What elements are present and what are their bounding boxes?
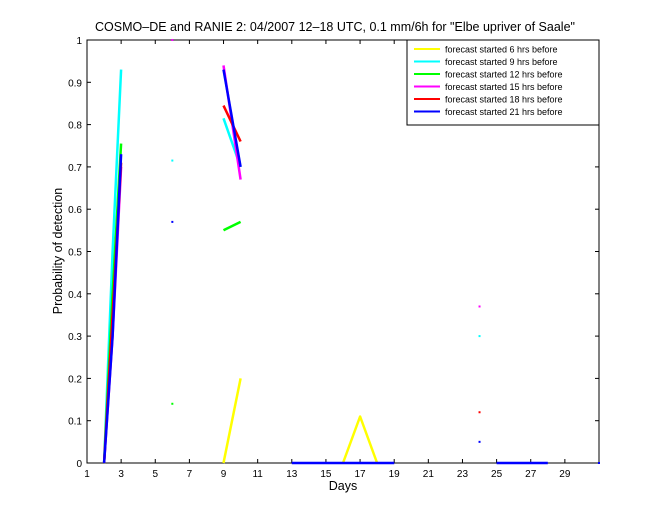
series-point xyxy=(171,220,174,223)
x-tick-label: 27 xyxy=(525,469,537,480)
series-point xyxy=(478,305,481,308)
y-axis: 0 0.1 0.2 0.3 0.4 0.5 0.6 0.7 0.8 0.9 1 xyxy=(68,36,599,470)
x-tick-label: 23 xyxy=(457,469,469,480)
x-tick-label: 7 xyxy=(187,469,193,480)
series-line xyxy=(102,154,123,464)
series-line xyxy=(222,378,242,464)
y-tick-label: 0.3 xyxy=(68,332,82,343)
series-line xyxy=(341,415,379,464)
series-point xyxy=(171,402,174,405)
legend: forecast started 6 hrs before forecast st… xyxy=(406,39,600,126)
legend-label: forecast started 12 hrs before xyxy=(445,70,563,80)
x-tick-label: 29 xyxy=(559,469,571,480)
x-axis-label: Days xyxy=(329,479,357,493)
x-tick-label: 15 xyxy=(320,469,332,480)
x-axis: 1 3 5 7 9 11 13 15 17 19 21 23 25 27 29 xyxy=(84,40,571,480)
x-tick-label: 19 xyxy=(389,469,401,480)
legend-label: forecast started 9 hrs before xyxy=(445,57,558,67)
x-tick-label: 25 xyxy=(491,469,503,480)
series-line xyxy=(222,69,242,168)
x-tick-label: 21 xyxy=(423,469,435,480)
legend-label: forecast started 6 hrs before xyxy=(445,45,558,55)
legend-label: forecast started 15 hrs before xyxy=(445,82,563,92)
y-tick-label: 0.6 xyxy=(68,205,82,216)
series-line xyxy=(222,220,242,232)
y-tick-label: 0 xyxy=(76,459,82,470)
y-tick-label: 0.7 xyxy=(68,163,82,174)
legend-label: forecast started 18 hrs before xyxy=(445,95,563,105)
y-tick-label: 0.2 xyxy=(68,374,82,385)
y-tick-label: 0.9 xyxy=(68,78,82,89)
series-6 xyxy=(102,69,600,465)
x-tick-label: 3 xyxy=(118,469,124,480)
x-tick-label: 1 xyxy=(84,469,90,480)
legend-label: forecast started 21 hrs before xyxy=(445,107,563,117)
y-tick-label: 0.8 xyxy=(68,121,82,132)
y-tick-label: 0.1 xyxy=(68,417,82,428)
series-point xyxy=(478,335,481,338)
y-tick-label: 0.5 xyxy=(68,248,82,259)
y-tick-label: 0.4 xyxy=(68,290,82,301)
series-point xyxy=(478,440,481,443)
series-layer xyxy=(102,39,600,465)
x-tick-label: 9 xyxy=(221,469,227,480)
x-tick-label: 17 xyxy=(355,469,367,480)
series-point xyxy=(171,159,174,162)
x-tick-label: 5 xyxy=(152,469,158,480)
x-tick-label: 13 xyxy=(286,469,298,480)
y-tick-label: 1 xyxy=(76,36,82,47)
y-axis-label: Probability of detection xyxy=(51,188,65,315)
series-point xyxy=(598,462,600,464)
series-point xyxy=(171,39,174,41)
series-point xyxy=(478,411,481,414)
chart-title: COSMO–DE and RANIE 2: 04/2007 12–18 UTC,… xyxy=(95,20,575,34)
x-tick-label: 11 xyxy=(252,469,263,480)
